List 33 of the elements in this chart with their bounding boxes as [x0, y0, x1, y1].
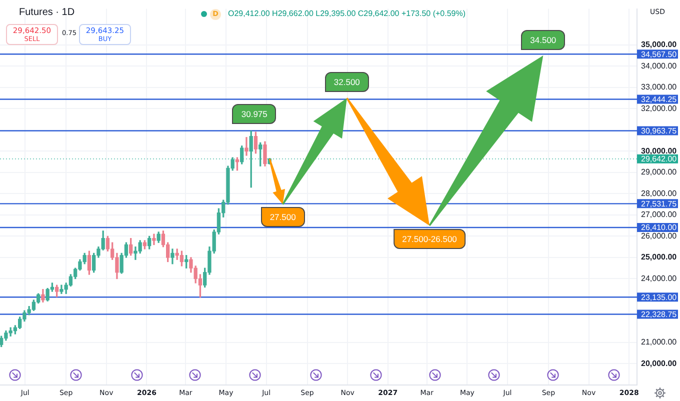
- speech-bubble: 34.500: [521, 30, 566, 50]
- speech-bubble: 32.500: [324, 72, 369, 92]
- chart-title: Futures · 1D: [19, 7, 75, 18]
- ref-line-label: 30,963.75: [641, 126, 678, 136]
- y-tick-label: 27,000.00: [641, 210, 678, 220]
- annotation: 27.500: [270, 212, 296, 222]
- annotation: 32.500: [334, 77, 360, 88]
- ref-line-label: 27,531.75: [641, 199, 678, 208]
- y-tick-label: 34,000.00: [641, 61, 678, 70]
- speech-bubble: 27.500: [260, 207, 305, 228]
- ref-line-label: 22,328.75: [641, 310, 678, 319]
- speech-bubble: 27.500-26.500: [393, 228, 466, 249]
- y-tick-label: 29,000.00: [641, 168, 678, 177]
- ref-line-label: 29,642.00: [641, 154, 678, 164]
- ref-line-label: 23,135.00: [641, 292, 678, 302]
- y-tick-label: 30,000.00: [641, 146, 678, 156]
- y-tick-label: 21,000.00: [641, 338, 678, 347]
- y-tick-label: 25,000.00: [641, 252, 678, 262]
- annotation: 34.500: [530, 34, 556, 45]
- annotation: 27.500-26.500: [402, 234, 457, 244]
- y-tick-label: 26,000.00: [641, 231, 678, 240]
- y-tick-label: 24,000.00: [641, 274, 678, 283]
- y-tick-label: 33,000.00: [641, 82, 678, 92]
- y-tick-label: 28,000.00: [641, 188, 678, 198]
- y-tick-label: 32,000.00: [641, 104, 678, 113]
- y-tick-label: 35,000.00: [641, 40, 678, 50]
- y-tick-label: 20,000.00: [641, 358, 678, 368]
- annotation: 30.975: [241, 109, 268, 120]
- ref-line-label: 26,410.00: [641, 223, 678, 232]
- annotation: O29,412.00 H29,662.00 L29,395.00 C29,642.00 +173.50 (+0.59%): [228, 9, 466, 18]
- ref-line-label: 34,567.50: [641, 50, 678, 59]
- speech-bubble: 30.975: [232, 104, 276, 124]
- ref-line-label: 32,444.25: [641, 94, 678, 104]
